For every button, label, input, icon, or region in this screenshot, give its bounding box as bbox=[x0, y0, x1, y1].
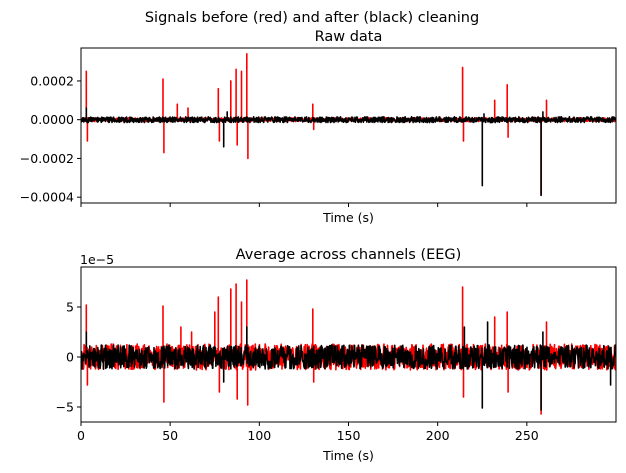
average-eeg-x-tick-label: 200 bbox=[426, 428, 450, 443]
raw-data-series-after-cleaning bbox=[81, 107, 616, 197]
average-eeg-title: Average across channels (EEG) bbox=[236, 247, 462, 263]
raw-data-ticks: −0.0004 −0.0002 0.0000 0.0002 bbox=[20, 73, 528, 207]
average-eeg-ticks: 0 50 100 150 200 250−505 bbox=[56, 300, 539, 444]
average-eeg-y-tick-label: −5 bbox=[56, 400, 74, 415]
raw-data-y-tick-label: 0.0000 bbox=[30, 112, 74, 127]
raw-data-xlabel: Time (s) bbox=[322, 210, 374, 225]
average-eeg-xlabel: Time (s) bbox=[322, 448, 374, 463]
average-eeg-x-tick-label: 150 bbox=[337, 428, 361, 443]
average-eeg-x-tick-label: 0 bbox=[77, 428, 85, 443]
average-eeg-axes: Average across channels (EEG) 1e−5 0 50 10… bbox=[56, 247, 617, 463]
average-eeg-frame bbox=[80, 266, 617, 423]
average-eeg-x-tick-label: 250 bbox=[515, 428, 539, 443]
average-eeg-plot-area bbox=[81, 279, 616, 415]
raw-data-series-before-cleaning bbox=[81, 52, 616, 197]
average-eeg-x-tick-label: 50 bbox=[162, 428, 178, 443]
average-eeg-y-tick-label: 5 bbox=[66, 300, 74, 315]
average-eeg-offset-text: 1e−5 bbox=[80, 252, 114, 267]
raw-data-y-tick-label: −0.0002 bbox=[20, 151, 74, 166]
raw-data-frame bbox=[80, 47, 617, 204]
average-eeg-y-tick-label: 0 bbox=[66, 350, 74, 365]
raw-data-title: Raw data bbox=[315, 29, 383, 45]
raw-data-y-tick-label: 0.0002 bbox=[30, 73, 74, 88]
average-eeg-series-after-cleaning bbox=[81, 321, 616, 411]
average-eeg-x-tick-label: 100 bbox=[247, 428, 271, 443]
raw-data-axes: Raw data −0.0004 −0.0002 0.0000 0.0002 Time… bbox=[20, 29, 617, 225]
figure-suptitle: Signals before (red) and after (black) c… bbox=[145, 10, 479, 26]
raw-data-y-tick-label: −0.0004 bbox=[20, 190, 74, 205]
raw-data-plot-area bbox=[81, 52, 616, 197]
